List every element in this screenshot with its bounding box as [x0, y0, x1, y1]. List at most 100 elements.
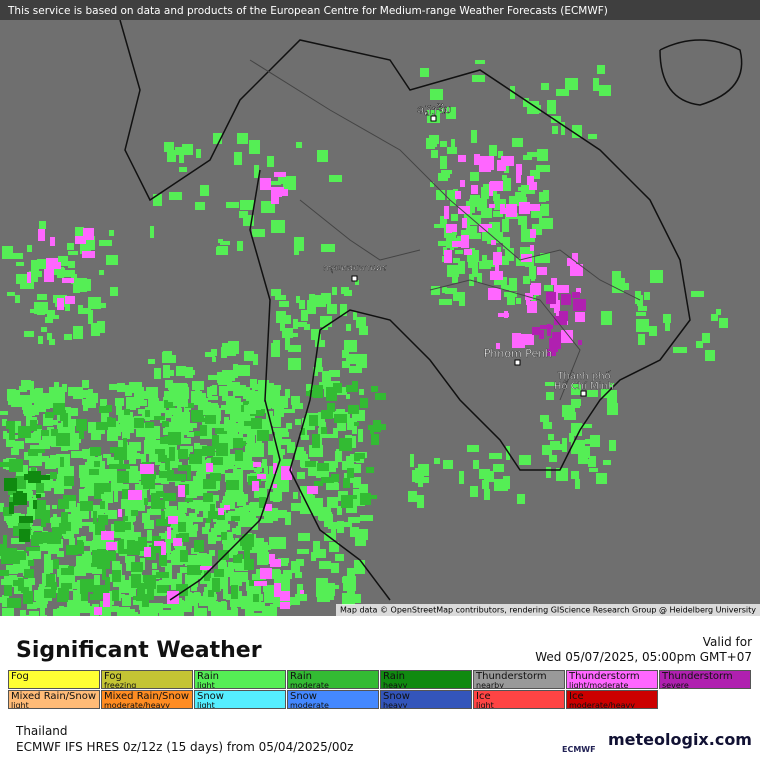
weather-cell — [132, 478, 139, 483]
weather-cell — [278, 428, 288, 436]
weather-cell — [119, 580, 129, 593]
weather-cell — [47, 333, 52, 340]
weather-cell — [474, 154, 480, 165]
weather-cell — [525, 229, 532, 238]
weather-cell — [85, 541, 97, 546]
weather-cell — [107, 426, 121, 436]
weather-cell — [336, 449, 342, 462]
weather-cell — [254, 165, 259, 178]
weather-cell — [120, 423, 133, 432]
weather-cell — [549, 338, 561, 349]
weather-cell — [531, 206, 542, 218]
weather-cell — [191, 410, 204, 420]
weather-cell — [450, 195, 456, 206]
weather-cell — [22, 518, 29, 522]
city-label: Phnom Penh — [484, 347, 552, 360]
weather-cell — [26, 547, 40, 551]
weather-cell — [49, 339, 55, 345]
weather-cell — [26, 416, 32, 429]
weather-cell — [83, 308, 91, 314]
weather-cell — [352, 410, 365, 421]
weather-cell — [573, 299, 586, 311]
weather-cell — [354, 567, 365, 574]
weather-cell — [310, 505, 323, 513]
weather-cell — [329, 546, 336, 552]
legend-item: Ice moderate/heavy — [566, 690, 658, 709]
weather-cell — [211, 457, 223, 465]
weather-cell — [311, 552, 316, 561]
weather-cell — [250, 405, 264, 416]
weather-cell — [194, 431, 207, 436]
weather-cell — [49, 315, 59, 319]
weather-cell — [523, 276, 530, 284]
weather-cell — [149, 451, 156, 462]
attribution-bg — [336, 604, 760, 616]
weather-cell — [237, 554, 243, 559]
weather-cell — [146, 387, 158, 398]
title: Significant Weather — [16, 638, 262, 663]
weather-cell — [147, 586, 154, 600]
weather-cell — [237, 241, 243, 251]
weather-cell — [144, 575, 156, 589]
weather-cell — [373, 420, 381, 432]
weather-cell — [324, 514, 333, 527]
weather-cell — [112, 560, 116, 567]
weather-cell — [36, 500, 46, 514]
weather-cell — [141, 471, 155, 485]
weather-cell — [241, 596, 251, 609]
weather-cell — [178, 449, 188, 459]
weather-cell — [2, 552, 8, 560]
weather-cell — [115, 398, 124, 406]
weather-cell — [275, 295, 286, 300]
weather-cell — [82, 380, 89, 388]
weather-cell — [214, 467, 225, 474]
weather-cell — [360, 493, 371, 505]
weather-cell — [31, 456, 43, 461]
weather-cell — [482, 480, 489, 489]
weather-cell — [75, 227, 84, 236]
weather-cell — [212, 578, 220, 592]
weather-cell — [527, 152, 541, 157]
weather-cell — [673, 347, 687, 353]
weather-cell — [332, 287, 337, 295]
weather-cell — [275, 449, 285, 455]
weather-cell — [521, 334, 534, 345]
weather-cell — [470, 486, 478, 497]
weather-cell — [46, 574, 55, 587]
weather-cell — [268, 181, 281, 185]
weather-cell — [222, 370, 235, 381]
weather-cell — [77, 540, 83, 554]
weather-cell — [131, 614, 142, 616]
weather-cell — [601, 311, 612, 325]
weather-cell — [249, 503, 256, 511]
weather-cell — [175, 546, 186, 551]
weather-cell — [355, 535, 366, 546]
legend-item: Snow moderate — [287, 690, 379, 709]
weather-cell — [156, 519, 168, 526]
weather-cell — [253, 354, 258, 365]
weather-cell — [278, 459, 292, 468]
legend-name: Ice — [476, 691, 491, 702]
weather-cell — [347, 418, 357, 430]
weather-cell — [27, 407, 36, 412]
weather-cell — [545, 382, 555, 386]
weather-cell — [459, 298, 465, 306]
weather-cell — [516, 298, 521, 304]
weather-cell — [232, 528, 237, 534]
weather-cell — [194, 449, 208, 456]
weather-cell — [118, 484, 129, 490]
weather-cell — [144, 498, 148, 505]
weather-cell — [301, 310, 308, 321]
weather-cell — [203, 493, 213, 502]
weather-cell — [482, 255, 487, 260]
weather-cell — [227, 348, 236, 356]
weather-cell — [291, 503, 302, 511]
weather-cell — [54, 486, 64, 494]
weather-cell — [7, 515, 16, 525]
weather-cell — [195, 566, 202, 573]
weather-cell — [527, 176, 534, 185]
weather-cell — [88, 310, 93, 324]
weather-cell — [269, 428, 279, 432]
weather-cell — [329, 478, 339, 482]
weather-cell — [175, 481, 181, 486]
